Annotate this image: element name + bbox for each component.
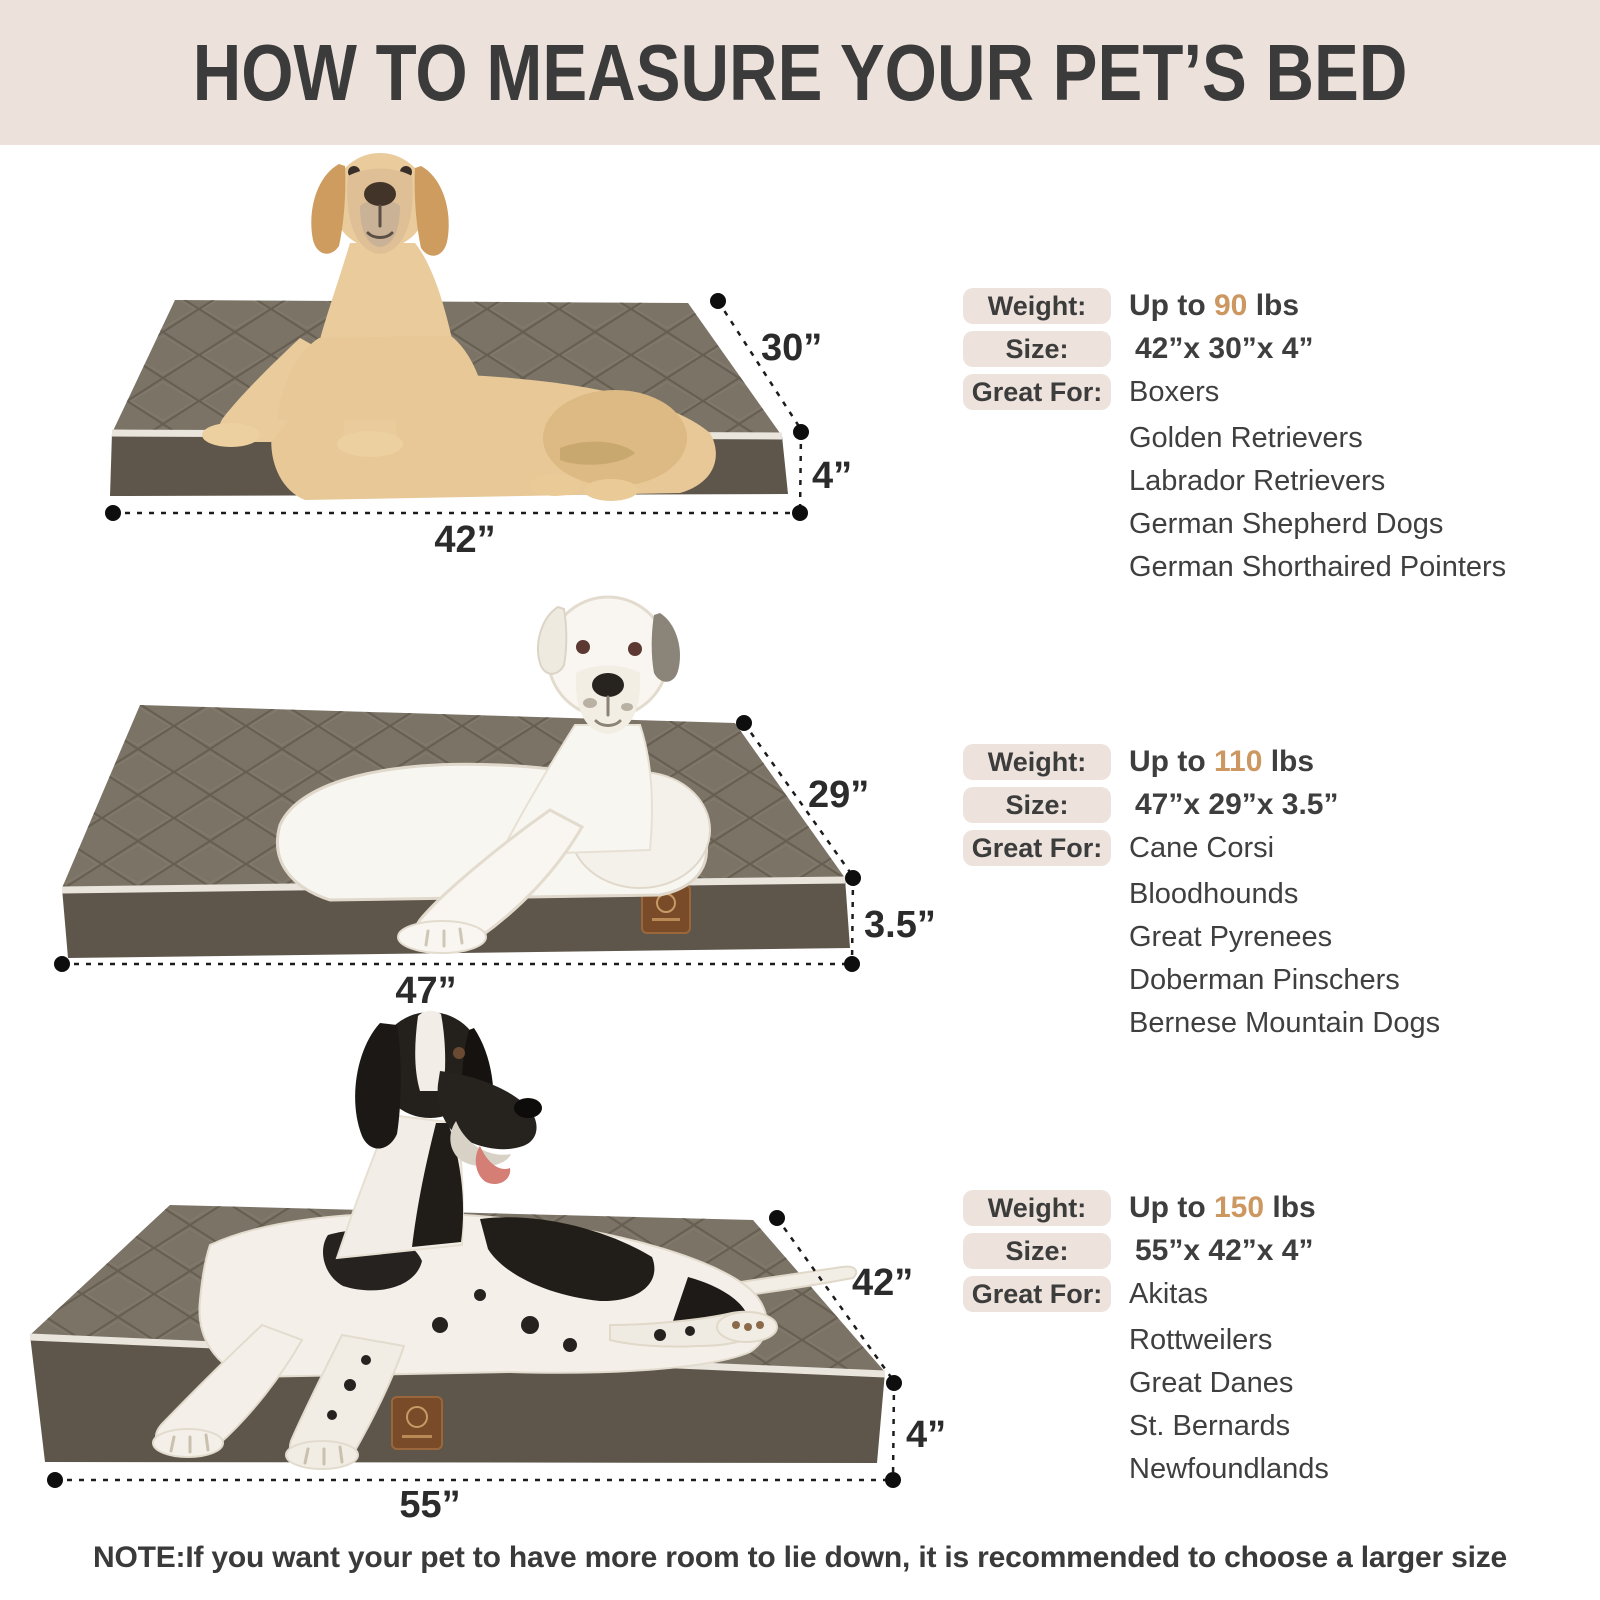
- dim-width-label: 47”: [395, 970, 456, 1012]
- weight-value: Up to 90 lbs: [1129, 289, 1300, 322]
- dim-depth-label: 30”: [761, 327, 822, 369]
- weight-number: 90: [1213, 289, 1248, 322]
- breed-item: Cane Corsi: [1129, 831, 1275, 864]
- breed-item: Rottweilers: [1129, 1324, 1273, 1356]
- weight-number: 150: [1213, 1191, 1265, 1224]
- size-row: Size: 55”x 42”x 4”: [963, 1233, 1593, 1269]
- bed-diagram-55in: 42” 4” 55”: [29, 1010, 946, 1526]
- size-label: Size:: [963, 787, 1111, 823]
- dimension-dots: [54, 715, 861, 972]
- dim-height-label: 4”: [812, 455, 852, 497]
- breed-item: Bloodhounds: [1129, 878, 1299, 910]
- breed-list: Bloodhounds Great Pyrenees Doberman Pins…: [1129, 873, 1593, 1045]
- spec-table-42in: Weight: Up to 90 lbs Size: 42”x 30”x 4” …: [963, 288, 1593, 589]
- dog-photo-white-shepherd: [275, 595, 711, 954]
- dog-tongue: [475, 1146, 511, 1185]
- great-for-label: Great For:: [963, 830, 1111, 866]
- weight-row: Weight: Up to 110 lbs: [963, 744, 1593, 780]
- bed-diagram-47in: 29” 3.5” 47”: [54, 595, 936, 1012]
- weight-row: Weight: Up to 150 lbs: [963, 1190, 1593, 1226]
- breed-list: Rottweilers Great Danes St. Bernards New…: [1129, 1319, 1593, 1491]
- dim-width-label: 42”: [434, 519, 495, 561]
- size-row: Size: 42”x 30”x 4”: [963, 331, 1593, 367]
- dimension-dots: [47, 1210, 902, 1488]
- breed-item: Great Danes: [1129, 1367, 1294, 1399]
- dog-nose: [364, 182, 396, 206]
- size-value: 47”x 29”x 3.5”: [1135, 788, 1339, 821]
- dim-height-label: 4”: [906, 1414, 946, 1456]
- dim-width-label: 55”: [399, 1484, 460, 1526]
- dimension-lines: [113, 300, 803, 515]
- footer-note: NOTE:If you want your pet to have more r…: [93, 1541, 1507, 1574]
- breed-item: Boxers: [1129, 375, 1220, 408]
- breed-item: Bernese Mountain Dogs: [1129, 1007, 1441, 1039]
- weight-label: Weight:: [963, 744, 1111, 780]
- size-value: 55”x 42”x 4”: [1135, 1234, 1314, 1267]
- dim-depth-label: 29”: [808, 774, 869, 816]
- dog-ear: [414, 166, 449, 256]
- dimension-lines: [55, 1217, 896, 1482]
- dog-nose: [514, 1098, 542, 1118]
- weight-row: Weight: Up to 90 lbs: [963, 288, 1593, 324]
- header-band: HOW TO MEASURE YOUR PET’S BED: [0, 0, 1600, 145]
- weight-value: Up to 150 lbs: [1129, 1191, 1316, 1224]
- weight-value: Up to 110 lbs: [1129, 745, 1315, 778]
- great-for-label: Great For:: [963, 1276, 1111, 1312]
- haunch: [543, 390, 687, 486]
- spec-table-47in: Weight: Up to 110 lbs Size: 47”x 29”x 3.…: [963, 744, 1593, 1045]
- breed-item: Golden Retrievers: [1129, 422, 1363, 454]
- dimension-dots: [105, 293, 809, 521]
- page-title: HOW TO MEASURE YOUR PET’S BED: [192, 27, 1408, 117]
- breed-item: Newfoundlands: [1129, 1453, 1329, 1485]
- breed-item: St. Bernards: [1129, 1410, 1291, 1442]
- size-label: Size:: [963, 1233, 1111, 1269]
- great-for-row: Great For: Akitas: [963, 1276, 1593, 1312]
- breed-item: German Shepherd Dogs: [1129, 508, 1444, 540]
- great-for-label: Great For:: [963, 374, 1111, 410]
- breed-item: Doberman Pinschers: [1129, 964, 1400, 996]
- dog-ear: [651, 613, 680, 682]
- great-for-row: Great For: Boxers: [963, 374, 1593, 410]
- dog-ear: [311, 164, 346, 254]
- dog-nose: [592, 673, 624, 697]
- bed-diagram-42in: 30” 4” 42”: [105, 153, 852, 561]
- size-label: Size:: [963, 331, 1111, 367]
- breed-item: Labrador Retrievers: [1129, 465, 1386, 497]
- weight-number: 110: [1213, 745, 1263, 778]
- great-for-row: Great For: Cane Corsi: [963, 830, 1593, 866]
- size-value: 42”x 30”x 4”: [1135, 332, 1314, 365]
- breed-item: Great Pyrenees: [1129, 921, 1333, 953]
- dog-photo-great-dane: [152, 1010, 858, 1470]
- brand-logo-patch: [391, 1396, 443, 1450]
- dimension-lines: [62, 722, 855, 966]
- dog-ear: [537, 605, 568, 675]
- dog-photo-labrador: [202, 153, 716, 501]
- dim-depth-label: 42”: [852, 1262, 913, 1304]
- size-row: Size: 47”x 29”x 3.5”: [963, 787, 1593, 823]
- dim-height-label: 3.5”: [864, 904, 936, 946]
- weight-label: Weight:: [963, 1190, 1111, 1226]
- spec-table-55in: Weight: Up to 150 lbs Size: 55”x 42”x 4”…: [963, 1190, 1593, 1491]
- dog-ear: [355, 1023, 401, 1149]
- breed-item: Akitas: [1129, 1277, 1208, 1310]
- breed-item: German Shorthaired Pointers: [1129, 551, 1507, 583]
- weight-label: Weight:: [963, 288, 1111, 324]
- breed-list: Golden Retrievers Labrador Retrievers Ge…: [1129, 417, 1593, 589]
